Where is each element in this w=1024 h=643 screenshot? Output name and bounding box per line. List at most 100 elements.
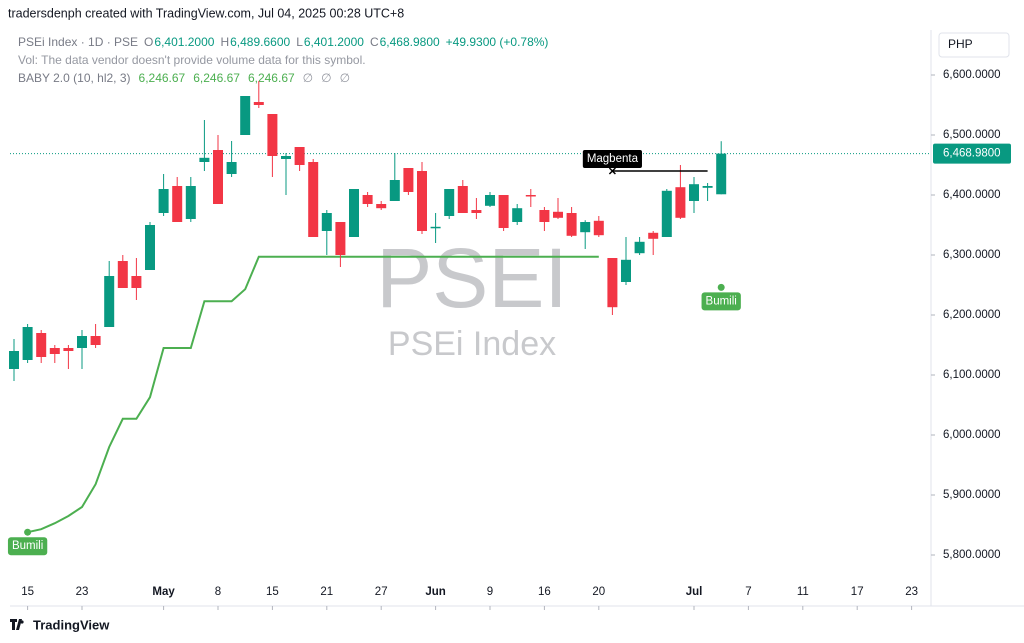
candle-body bbox=[471, 210, 482, 213]
x-tick-label: May bbox=[152, 586, 175, 598]
watermark: PSEI PSEi Index bbox=[376, 231, 567, 363]
candle-body bbox=[689, 184, 699, 201]
candle-body bbox=[457, 186, 468, 213]
candle-body bbox=[376, 204, 387, 209]
candle-body bbox=[90, 336, 101, 345]
annotation-label: Magbenta bbox=[587, 153, 639, 165]
candle-body bbox=[634, 241, 645, 254]
candle-body bbox=[430, 226, 441, 229]
candle-body bbox=[716, 153, 727, 195]
candle-body bbox=[512, 208, 523, 222]
candle-body bbox=[145, 225, 155, 270]
x-tick-label: 8 bbox=[215, 586, 221, 598]
candle-body bbox=[308, 162, 319, 237]
candle-body bbox=[580, 222, 591, 233]
last-price-box bbox=[933, 143, 1011, 164]
currency-box[interactable] bbox=[938, 32, 1010, 58]
annotation-dot bbox=[24, 528, 32, 536]
x-tick-label: 20 bbox=[592, 586, 605, 598]
candle-body bbox=[389, 180, 400, 201]
candle-body bbox=[9, 351, 19, 369]
candle-body bbox=[675, 187, 686, 218]
legend-item: O bbox=[144, 35, 153, 49]
legend-item: 6,246.67 bbox=[193, 71, 240, 85]
annotation-label: Bumili bbox=[12, 540, 43, 552]
legend-item: ∅ bbox=[303, 71, 313, 85]
candle-body bbox=[621, 259, 631, 282]
watermark-name: PSEi Index bbox=[388, 325, 556, 363]
currency[interactable]: PHP bbox=[948, 37, 973, 51]
x-tick-label: Jun bbox=[425, 586, 445, 598]
legend-item: 6,468.9800 bbox=[380, 35, 440, 49]
y-tick-label: 6,300.0000 bbox=[943, 249, 1001, 261]
annotation-label: Bumili bbox=[706, 295, 737, 307]
x-tick-label: 23 bbox=[76, 586, 89, 598]
legend-item: +49.9300 (+0.78%) bbox=[446, 35, 549, 49]
candle-body bbox=[240, 96, 251, 135]
candle-body bbox=[335, 222, 346, 255]
footer: TradingView bbox=[33, 617, 110, 632]
y-tick-label: 5,900.0000 bbox=[943, 489, 1001, 501]
candle-body bbox=[702, 186, 713, 188]
candle-body bbox=[199, 157, 210, 162]
legend-item: Vol: The data vendor doesn't provide vol… bbox=[18, 53, 366, 67]
candle-body bbox=[403, 168, 414, 192]
x-tick-label: 27 bbox=[375, 586, 388, 598]
candle-body bbox=[131, 276, 142, 288]
candle-body bbox=[117, 261, 128, 288]
watermark-symbol: PSEI bbox=[376, 231, 567, 325]
candle-body bbox=[417, 171, 427, 231]
y-tick-label: 6,500.0000 bbox=[943, 129, 1001, 141]
last-price-label: 6,468.9800 bbox=[943, 148, 1001, 160]
candle-body bbox=[607, 258, 618, 308]
annotation-box bbox=[7, 537, 48, 556]
candle-body bbox=[158, 189, 169, 213]
x-tick-label: 15 bbox=[266, 586, 279, 598]
legend-item: H bbox=[220, 35, 229, 49]
candle-body bbox=[281, 156, 291, 159]
x-tick-label: Jul bbox=[686, 586, 703, 598]
candle-body bbox=[213, 150, 223, 204]
candle-body bbox=[104, 276, 115, 327]
candle-body bbox=[349, 189, 359, 237]
legend-item: 6,489.6600 bbox=[230, 35, 290, 49]
candle-body bbox=[485, 195, 495, 206]
y-tick-label: 6,100.0000 bbox=[943, 369, 1001, 381]
x-tick-label: 17 bbox=[851, 586, 864, 598]
x-tick-label: 23 bbox=[905, 586, 918, 598]
legend-item: 6,246.67 bbox=[139, 71, 186, 85]
legend-item: L bbox=[296, 35, 303, 49]
candle-body bbox=[77, 336, 87, 348]
candle-body bbox=[566, 213, 577, 236]
candle-body bbox=[539, 210, 550, 222]
candle-body bbox=[525, 195, 536, 197]
candle-body bbox=[267, 114, 278, 156]
x-tick-label: 9 bbox=[487, 586, 493, 598]
candle-body bbox=[553, 211, 563, 218]
annotation-box bbox=[701, 292, 741, 311]
y-tick-label: 6,600.0000 bbox=[943, 69, 1001, 81]
candle-body bbox=[444, 189, 455, 216]
legend-item: PSEi Index · 1D · PSE bbox=[18, 35, 138, 49]
candle-body bbox=[661, 190, 672, 237]
legend-item: C bbox=[370, 35, 379, 49]
candle-body bbox=[36, 333, 47, 357]
legend-item: 6,401.2000 bbox=[304, 35, 364, 49]
candle-body bbox=[294, 147, 305, 165]
y-tick-label: 6,400.0000 bbox=[943, 189, 1001, 201]
candle-body bbox=[185, 186, 196, 219]
header: tradersdenph created with TradingView.co… bbox=[8, 6, 404, 20]
candle-body bbox=[253, 102, 264, 105]
x-tick-label: 15 bbox=[21, 586, 34, 598]
candle-body bbox=[498, 195, 509, 228]
candle-body bbox=[321, 213, 332, 231]
candle-body bbox=[226, 162, 237, 174]
candle-body bbox=[22, 327, 33, 360]
legend-item: ∅ bbox=[321, 71, 331, 85]
x-tick-label: 7 bbox=[745, 586, 751, 598]
x-tick-label: 21 bbox=[320, 586, 333, 598]
legend-item: 6,246.67 bbox=[248, 71, 295, 85]
candle-body bbox=[593, 220, 604, 236]
